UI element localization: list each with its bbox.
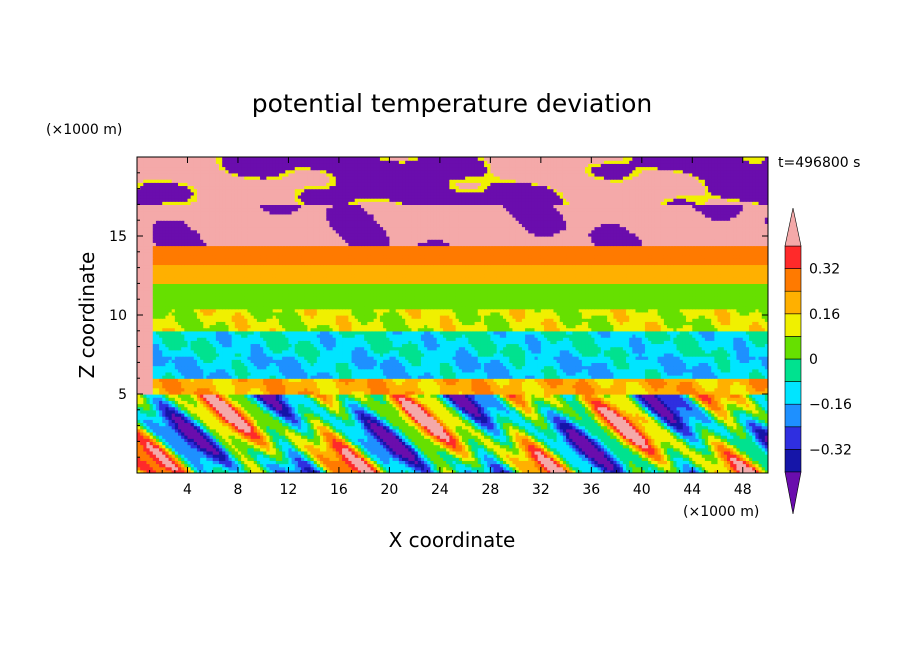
chart-title: potential temperature deviation <box>252 89 652 118</box>
plot-area <box>137 157 769 474</box>
y-unit-label: (×1000 m) <box>46 122 122 138</box>
time-label: t=496800 s <box>778 155 860 171</box>
